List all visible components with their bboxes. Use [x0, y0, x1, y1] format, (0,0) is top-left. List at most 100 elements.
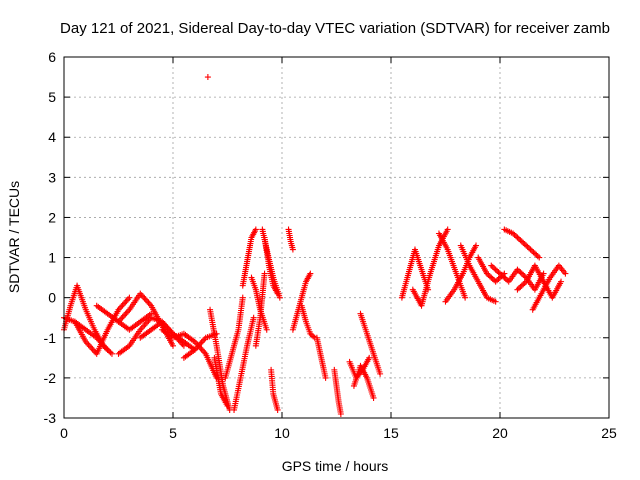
data-point: [492, 298, 499, 305]
data-point: [486, 273, 493, 280]
data-point: [289, 246, 296, 253]
data-point: [263, 326, 270, 333]
data-point: [224, 402, 231, 409]
data-point: [491, 265, 498, 272]
data-point: [337, 410, 344, 417]
data-point: [142, 296, 149, 303]
data-point: [107, 349, 114, 356]
data-point: [488, 262, 495, 269]
data-point: [495, 275, 502, 282]
data-point: [534, 253, 541, 260]
data-point: [444, 226, 451, 233]
y-tick-label: 6: [48, 49, 56, 65]
data-point: [520, 239, 527, 246]
data-point: [104, 346, 111, 353]
data-point: [462, 294, 469, 301]
data-point: [518, 282, 525, 289]
data-point: [145, 299, 152, 306]
x-tick-label: 25: [601, 425, 617, 441]
y-axis-label: SDTVAR / TECUs: [6, 181, 22, 293]
data-point: [120, 312, 127, 319]
data-point: [502, 275, 509, 282]
data-point: [89, 346, 96, 353]
data-point: [276, 294, 283, 301]
data-point: [377, 370, 384, 377]
data-point: [119, 314, 126, 321]
data-point: [512, 233, 519, 240]
data-point: [515, 285, 522, 292]
grid: [64, 57, 609, 418]
data-point: [540, 270, 547, 277]
y-tick-label: -2: [44, 370, 57, 386]
data-point: [514, 234, 521, 241]
data-point: [498, 271, 505, 278]
data-point: [123, 309, 130, 316]
data-point: [123, 297, 130, 304]
data-point: [562, 270, 569, 277]
data-point: [108, 350, 115, 357]
data-point: [495, 269, 502, 276]
data-point: [489, 275, 496, 282]
data-point: [140, 293, 147, 300]
data-point: [517, 283, 524, 290]
data-point: [536, 254, 543, 261]
data-point: [489, 263, 496, 270]
y-tick-label: 5: [48, 89, 56, 105]
data-point: [261, 270, 268, 277]
data-point: [122, 311, 129, 318]
y-tick-label: 0: [48, 290, 56, 306]
y-tick-label: 3: [48, 169, 56, 185]
data-point: [366, 354, 373, 361]
data-point: [140, 323, 147, 330]
data-point: [533, 251, 540, 258]
data-point: [274, 406, 281, 413]
data-point: [531, 250, 538, 257]
data-point: [497, 270, 503, 277]
data-point: [520, 271, 527, 278]
data-point: [307, 270, 314, 277]
data-point: [250, 314, 257, 321]
data-point: [370, 394, 377, 401]
x-tick-label: 0: [60, 425, 68, 441]
data-point: [527, 246, 534, 253]
y-tick-label: -1: [44, 330, 57, 346]
data-point: [119, 302, 126, 309]
data-point: [494, 267, 501, 274]
data-point: [494, 277, 501, 284]
data-point: [492, 278, 499, 285]
data-point: [521, 241, 528, 248]
data-point: [86, 343, 93, 350]
data-point: [120, 300, 127, 307]
data-point: [473, 242, 480, 249]
outlier-point: [204, 74, 211, 81]
data-point: [514, 286, 521, 293]
data-point: [274, 290, 281, 297]
data-points: [61, 74, 569, 417]
data-point: [558, 278, 565, 285]
data-point: [122, 299, 129, 306]
data-point: [144, 298, 151, 305]
data-point: [520, 281, 527, 288]
data-point: [125, 296, 132, 303]
data-point: [526, 245, 533, 252]
data-point: [85, 341, 92, 348]
x-axis-label: GPS time / hours: [282, 458, 389, 474]
data-point: [126, 294, 133, 301]
data-point: [523, 242, 530, 249]
data-point: [88, 344, 95, 351]
data-point: [530, 249, 537, 256]
y-tick-label: -3: [44, 410, 57, 426]
x-tick-label: 20: [492, 425, 508, 441]
data-point: [528, 247, 535, 254]
y-tick-label: 2: [48, 209, 56, 225]
data-point: [517, 237, 524, 244]
data-point: [501, 274, 508, 281]
plot-frame: [63, 56, 610, 419]
data-point: [118, 303, 125, 310]
data-point: [90, 347, 97, 354]
data-point: [517, 269, 524, 276]
data-point: [524, 243, 531, 250]
data-point: [488, 274, 495, 281]
data-point: [518, 238, 525, 245]
